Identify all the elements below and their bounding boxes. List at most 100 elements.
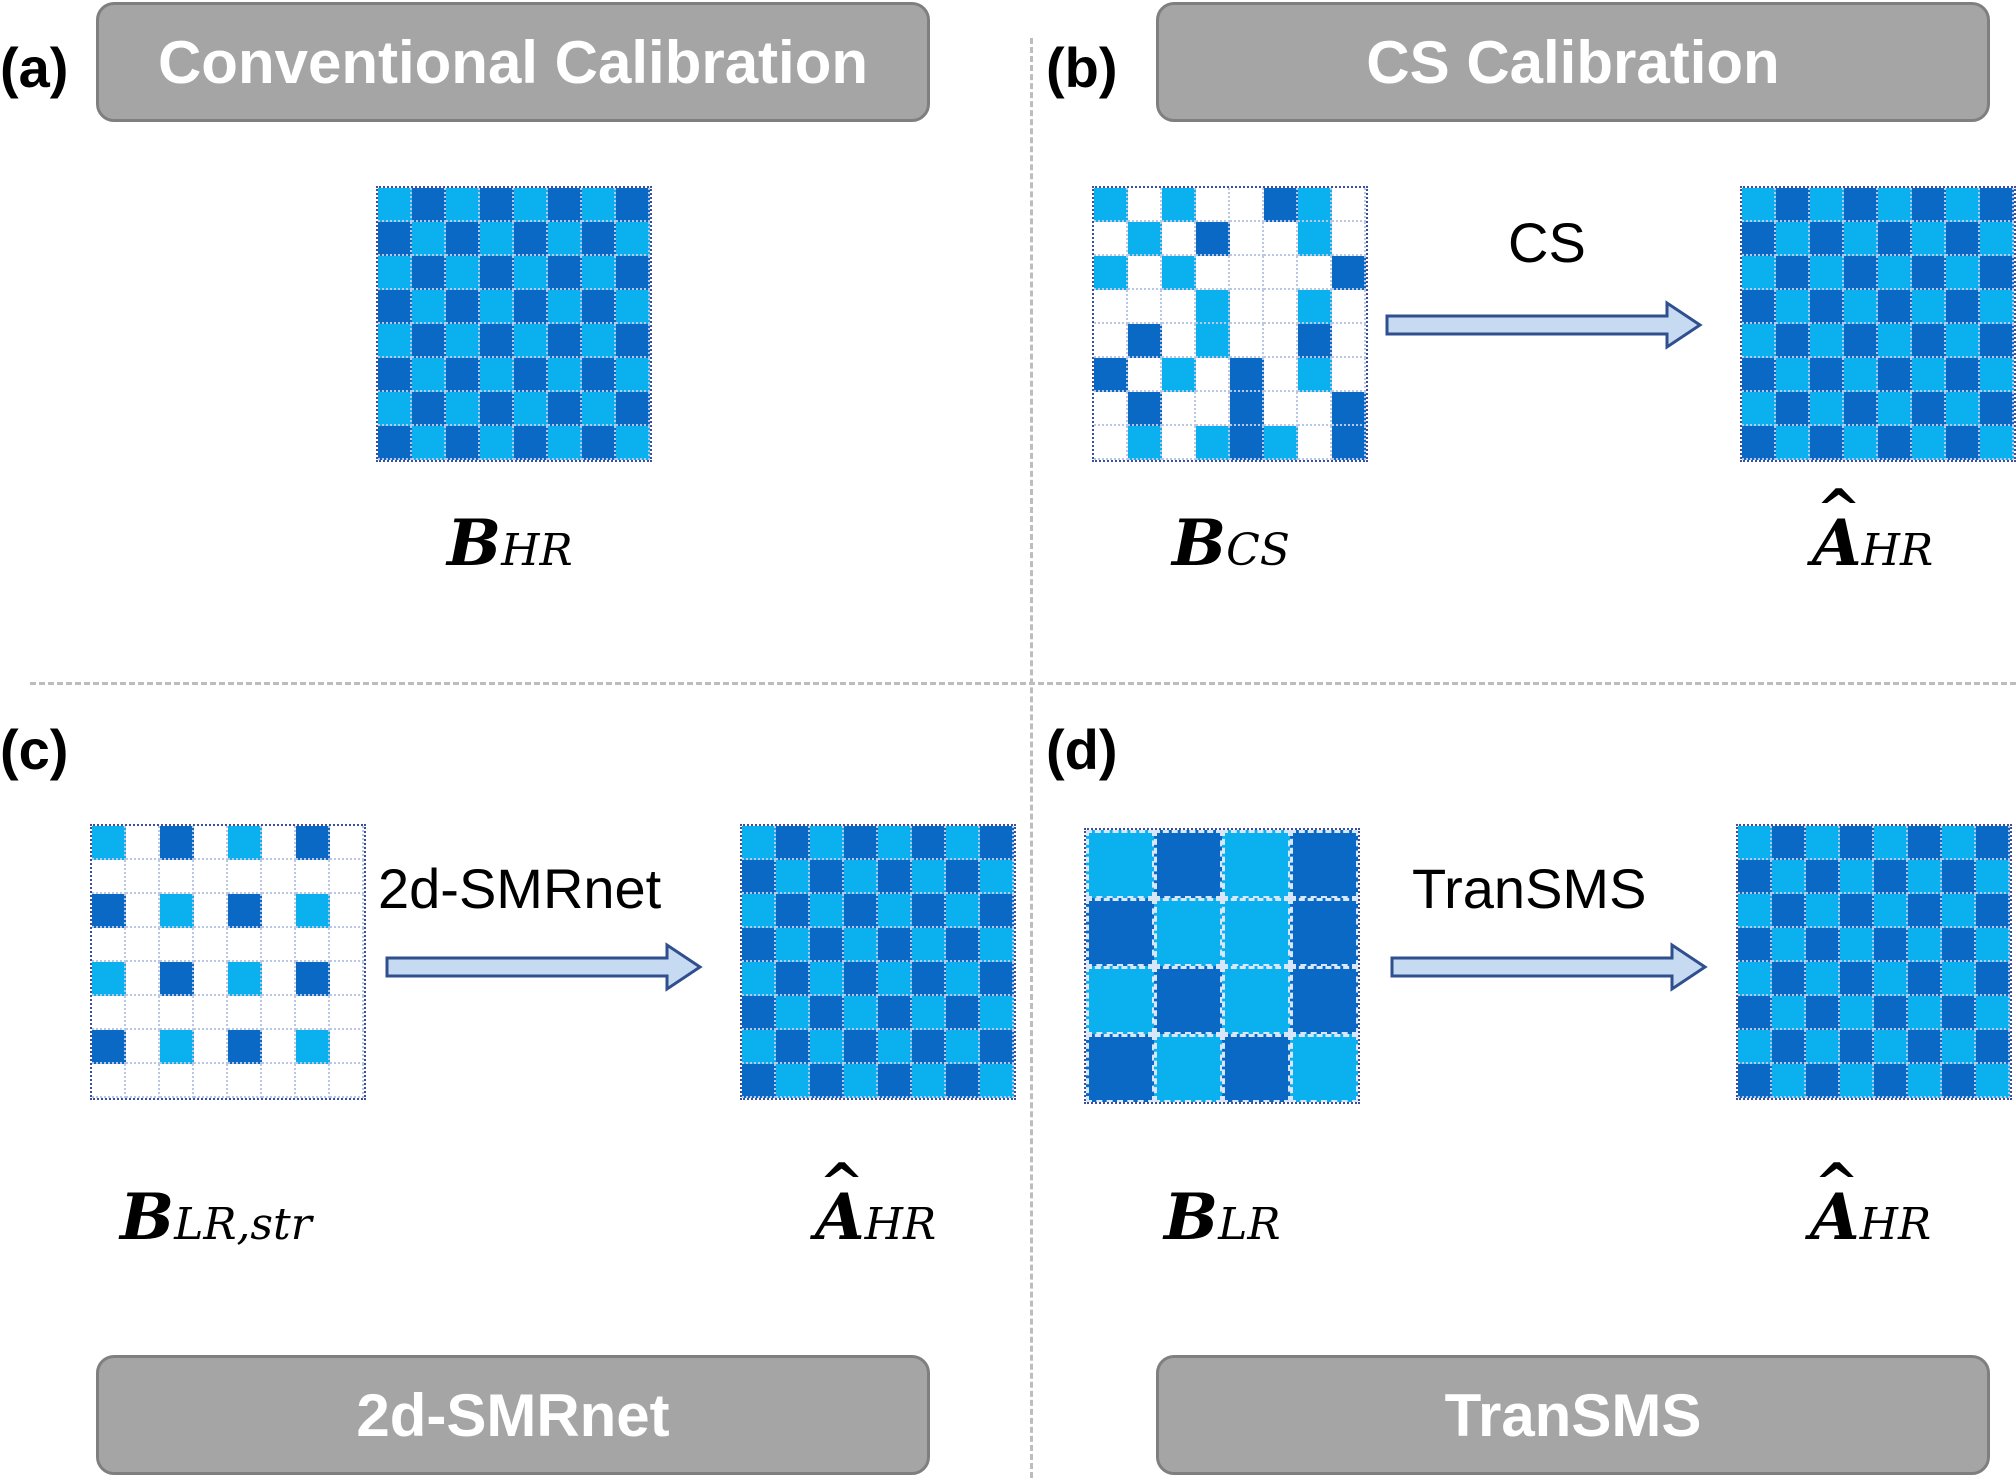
matrix-cell xyxy=(1094,188,1128,222)
matrix-cell xyxy=(1290,1034,1358,1102)
matrix-cell xyxy=(1162,256,1196,290)
matrix-cell xyxy=(776,962,810,996)
matrix-cell xyxy=(1742,392,1776,426)
matrix-cell xyxy=(1738,894,1772,928)
matrix-cell xyxy=(1094,358,1128,392)
matrix-cell xyxy=(1810,358,1844,392)
matrix-cell xyxy=(1738,996,1772,1030)
matrix-cell xyxy=(912,826,946,860)
matrix-cell xyxy=(1976,860,2010,894)
panel-c-title: 2d-SMRnet xyxy=(96,1355,930,1475)
matrix-cell xyxy=(1230,392,1264,426)
matrix-cell xyxy=(1154,966,1222,1034)
matrix-cell xyxy=(1844,324,1878,358)
panel-d-label: (d) xyxy=(1046,718,1118,781)
matrix-cell xyxy=(810,928,844,962)
matrix-cell xyxy=(194,826,228,860)
matrix-cell xyxy=(878,1030,912,1064)
matrix-cell xyxy=(330,860,364,894)
matrix-cell xyxy=(742,894,776,928)
matrix-cell xyxy=(1230,256,1264,290)
matrix-cell xyxy=(296,996,330,1030)
matrix-cell xyxy=(1094,324,1128,358)
panel-c-input-symbol: BLR,str xyxy=(120,1180,312,1255)
matrix-cell xyxy=(844,894,878,928)
panel-d-arrow-label: TranSMS xyxy=(1412,857,1647,920)
matrix-cell xyxy=(1742,358,1776,392)
matrix-cell xyxy=(1230,222,1264,256)
matrix-cell xyxy=(1946,188,1980,222)
matrix-cell xyxy=(1128,290,1162,324)
matrix-cell xyxy=(810,1030,844,1064)
matrix-cell xyxy=(194,962,228,996)
panel-b-arrow-label: CS xyxy=(1508,211,1586,274)
matrix-cell xyxy=(912,894,946,928)
matrix-cell xyxy=(228,1030,262,1064)
matrix-cell xyxy=(1290,898,1358,966)
matrix-cell xyxy=(1976,1030,2010,1064)
matrix-cell xyxy=(582,290,616,324)
vertical-divider xyxy=(1030,38,1033,1478)
matrix-cell xyxy=(1844,290,1878,324)
matrix-cell xyxy=(1806,928,1840,962)
matrix-cell xyxy=(616,324,650,358)
matrix-cell xyxy=(446,392,480,426)
matrix-cell xyxy=(378,290,412,324)
matrix-cell xyxy=(412,290,446,324)
matrix-cell xyxy=(126,860,160,894)
matrix-cell xyxy=(1806,826,1840,860)
matrix-cell xyxy=(776,1030,810,1064)
matrix-cell xyxy=(1298,222,1332,256)
matrix-cell xyxy=(262,894,296,928)
panel-c-output-symbol: ^ AHR xyxy=(815,1151,937,1255)
matrix-cell xyxy=(980,894,1014,928)
matrix-cell xyxy=(446,324,480,358)
matrix-cell xyxy=(616,256,650,290)
matrix-cell xyxy=(262,826,296,860)
matrix-cell xyxy=(616,222,650,256)
matrix-cell xyxy=(1154,830,1222,898)
matrix-cell xyxy=(1332,256,1366,290)
matrix-cell xyxy=(1908,860,1942,894)
matrix-cell xyxy=(1738,1030,1772,1064)
matrix-cell xyxy=(1942,962,1976,996)
matrix-cell xyxy=(582,188,616,222)
matrix-cell xyxy=(126,962,160,996)
matrix-cell xyxy=(1976,928,2010,962)
matrix-cell xyxy=(1806,860,1840,894)
matrix-cell xyxy=(810,996,844,1030)
matrix-cell xyxy=(1878,222,1912,256)
matrix-cell xyxy=(878,928,912,962)
matrix-cell xyxy=(1128,358,1162,392)
matrix-cell xyxy=(412,392,446,426)
matrix-cell xyxy=(1772,860,1806,894)
matrix-cell xyxy=(412,324,446,358)
panel-c-arrow-label: 2d-SMRnet xyxy=(378,857,662,920)
matrix-cell xyxy=(1196,324,1230,358)
matrix-cell xyxy=(1222,898,1290,966)
matrix-cell xyxy=(480,188,514,222)
matrix-cell xyxy=(1810,324,1844,358)
matrix-cell xyxy=(946,962,980,996)
matrix-cell xyxy=(480,426,514,460)
panel-b-output-symbol: ^ AHR xyxy=(1812,477,1934,581)
matrix-cell xyxy=(378,324,412,358)
matrix-cell xyxy=(1806,962,1840,996)
matrix-cell xyxy=(1742,324,1776,358)
matrix-cell xyxy=(616,188,650,222)
matrix-cell xyxy=(1298,426,1332,460)
panel-c-label: (c) xyxy=(0,718,69,781)
matrix-cell xyxy=(1332,324,1366,358)
matrix-cell xyxy=(1772,894,1806,928)
matrix-cell xyxy=(1128,188,1162,222)
matrix-cell xyxy=(126,894,160,928)
matrix-cell xyxy=(514,188,548,222)
matrix-cell xyxy=(582,426,616,460)
matrix-cell xyxy=(1230,324,1264,358)
matrix-cell xyxy=(1742,188,1776,222)
matrix-cell xyxy=(776,1064,810,1098)
panel-d-input-symbol: BLR xyxy=(1164,1180,1281,1255)
panel-b-title: CS Calibration xyxy=(1156,2,1990,122)
matrix-cell xyxy=(330,826,364,860)
matrix-cell xyxy=(776,860,810,894)
